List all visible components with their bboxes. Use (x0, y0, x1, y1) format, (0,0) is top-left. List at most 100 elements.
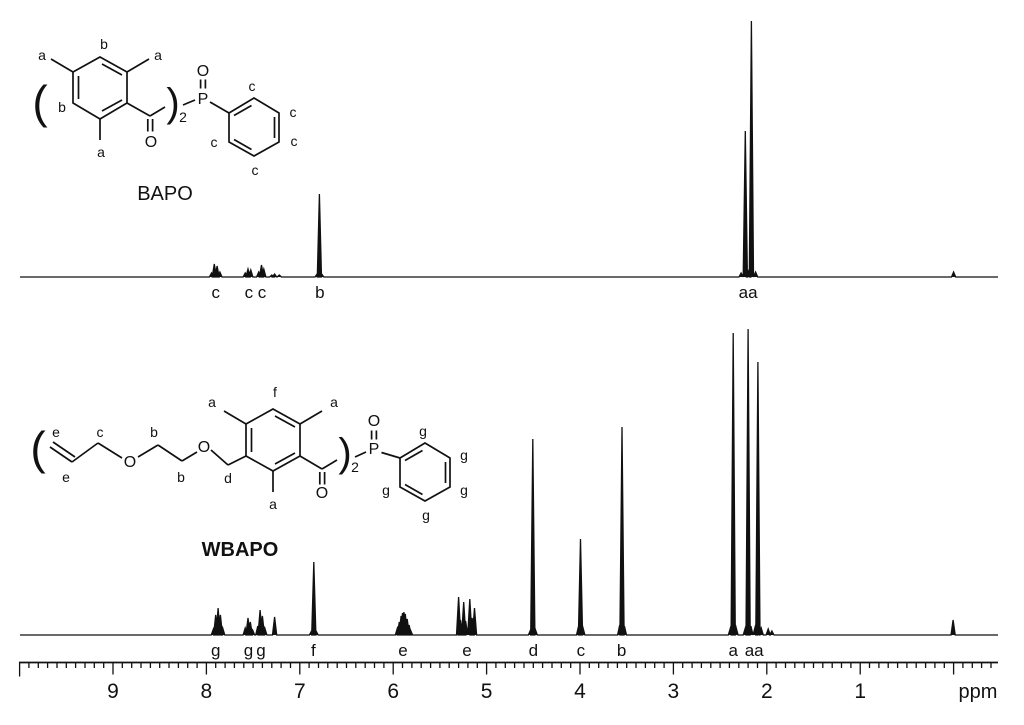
axis-tick-label: 6 (387, 680, 399, 703)
atom-label: b (58, 99, 66, 115)
p-o-double-bond (201, 80, 206, 89)
atom-label: P (369, 441, 380, 458)
carbonyl-double-bond (320, 472, 325, 485)
axis-tick-label: 8 (201, 680, 213, 703)
bond-to-phosphorus (183, 100, 195, 105)
phenyl-ring (229, 98, 279, 156)
atom-label: O (197, 63, 209, 80)
atom-label: g (382, 482, 390, 498)
p-o-double-bond (372, 431, 377, 440)
peak-assignment-label: g (256, 641, 265, 660)
bracket-glyph: ( (30, 422, 46, 474)
allyl-chain-bonds (72, 443, 246, 465)
atom-label: c (291, 133, 298, 149)
atom-label: a (208, 394, 216, 410)
nmr-spectra: c c c b aag g g f e e d c b a aa (20, 21, 998, 660)
structure-name: WBAPO (202, 539, 279, 561)
atom-label: b (177, 469, 185, 485)
peak-assignment-label: e (462, 641, 471, 660)
peak-assignment-label: g (244, 641, 253, 660)
atom-label: c (249, 78, 256, 94)
benzene-ring (73, 57, 127, 119)
vinyl-double-bond (50, 442, 75, 462)
bracket-glyph: ) (338, 431, 351, 475)
peak-assignment-label: c (211, 283, 220, 302)
axis-ticks (20, 663, 991, 677)
phenyl-ring (400, 443, 450, 501)
ring-double-bonds (79, 64, 123, 111)
axis-tick-label: 4 (574, 680, 586, 703)
atom-label: c (97, 424, 104, 440)
atom-label: P (198, 91, 209, 108)
atom-label: O (145, 134, 157, 151)
atom-label: O (124, 454, 136, 471)
bracket-glyph: ( (32, 76, 48, 128)
axis-tick-label: 5 (481, 680, 493, 703)
peak-assignment-label: g (211, 641, 220, 660)
axis-tick-label: 2 (761, 680, 773, 703)
atom-label: O (368, 413, 380, 430)
nmr-trace-wbapo (20, 329, 998, 635)
atom-label: g (422, 507, 430, 523)
carbonyl-bond (300, 456, 337, 469)
atom-label: a (38, 47, 46, 63)
structure-name: BAPO (137, 183, 193, 205)
benzene-ring (246, 409, 300, 471)
axis-tick-label: 9 (107, 680, 119, 703)
peak-assignment-label: aa (745, 641, 764, 660)
atom-label: g (460, 447, 468, 463)
bracket-glyph: 2 (179, 109, 187, 125)
ppm-axis: 9 8 7 6 5 4 3 2 1 ppm (19, 663, 998, 703)
atom-label: a (97, 144, 105, 160)
atom-label: O (316, 485, 328, 502)
bracket-glyph: 2 (351, 459, 359, 475)
ring-double-bonds (252, 416, 296, 464)
atom-label: e (52, 424, 60, 440)
wbapo-structure-bonds (50, 409, 450, 501)
p-phenyl-bond (210, 102, 229, 113)
atom-label: e (62, 469, 70, 485)
methyl-bonds (224, 411, 322, 492)
peak-assignment-label: c (577, 641, 586, 660)
atom-label: g (460, 482, 468, 498)
carbonyl-double-bond (148, 119, 153, 132)
spectrum-bapo: c c c b aa (20, 21, 998, 302)
atom-label: c (211, 134, 218, 150)
phenyl-double-bonds (234, 106, 275, 150)
atom-label: a (269, 496, 277, 512)
peak-assignment-label: aa (739, 283, 758, 302)
atom-label: b (150, 424, 158, 440)
atom-label: O (198, 439, 210, 456)
atom-label: a (154, 47, 162, 63)
peak-assignment-label: d (529, 641, 538, 660)
atom-label: d (224, 470, 232, 486)
nmr-trace-bapo (20, 21, 998, 277)
peak-assignment-label: a (728, 641, 738, 660)
atom-label: c (290, 104, 297, 120)
atom-label: g (419, 423, 427, 439)
peak-assignment-label: b (617, 641, 626, 660)
peak-assignment-label: c (245, 283, 254, 302)
peak-assignment-label: b (315, 283, 324, 302)
peak-assignment-label: c (258, 283, 267, 302)
atom-label: a (330, 394, 338, 410)
phenyl-double-bonds (405, 451, 446, 495)
axis-tick-label: 3 (668, 680, 680, 703)
axis-tick-label: 7 (294, 680, 306, 703)
atom-label: c (252, 162, 259, 178)
bracket-glyph: ) (166, 81, 179, 125)
axis-tick-label: 1 (854, 680, 866, 703)
methyl-bonds (51, 59, 149, 140)
carbonyl-bond (127, 103, 165, 116)
bapo-structure-bonds (51, 57, 279, 156)
p-phenyl-bond (382, 453, 401, 459)
atom-label: b (100, 36, 108, 52)
peak-assignment-label: f (311, 641, 316, 660)
atom-label: f (273, 384, 277, 400)
spectrum-wbapo: g g g f e e d c b a aa (20, 329, 998, 660)
bond-to-phosphorus (355, 452, 366, 457)
